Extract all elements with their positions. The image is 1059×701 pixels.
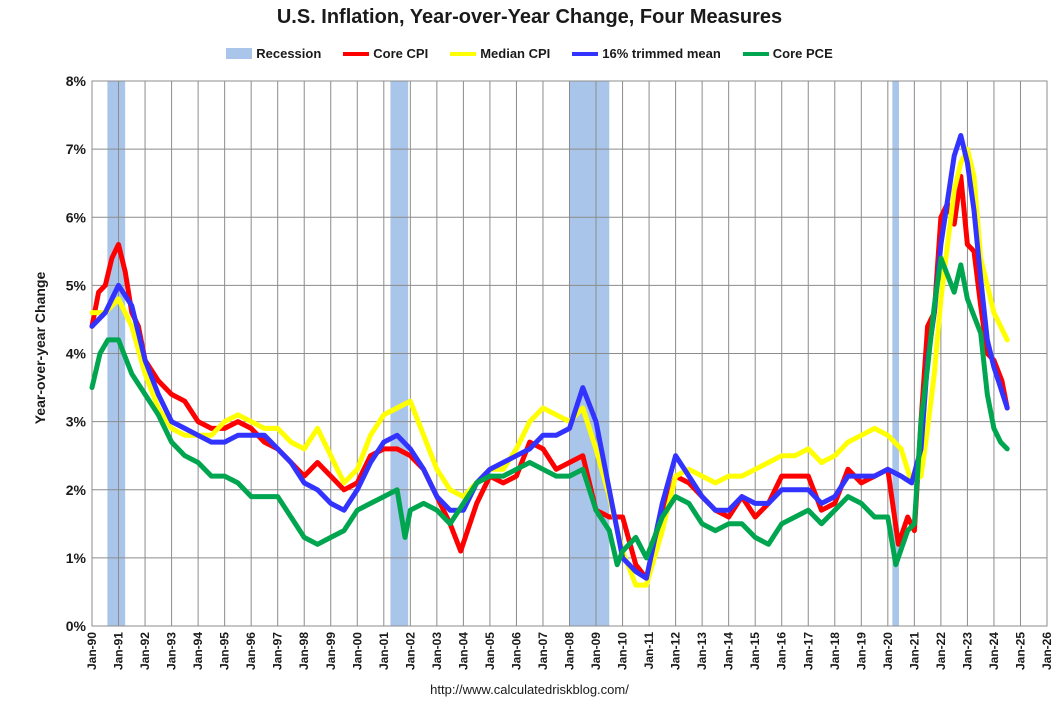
x-tick-label: Jan-15 bbox=[748, 632, 762, 670]
legend-item-trimmed-mean: 16% trimmed mean bbox=[572, 46, 721, 61]
x-tick-label: Jan-03 bbox=[430, 632, 444, 670]
x-tick-label: Jan-19 bbox=[854, 632, 868, 670]
x-tick-label: Jan-98 bbox=[297, 632, 311, 670]
y-tick-label: 1% bbox=[66, 550, 87, 566]
legend-item-core-pce: Core PCE bbox=[742, 46, 833, 61]
x-tick-label: Jan-25 bbox=[1013, 632, 1027, 670]
x-tick-label: Jan-09 bbox=[589, 632, 603, 670]
legend-item-recession: Recession bbox=[226, 46, 321, 61]
x-tick-label: Jan-22 bbox=[934, 632, 948, 670]
legend-item-median-cpi: Median CPI bbox=[450, 46, 550, 61]
x-tick-label: Jan-00 bbox=[350, 632, 364, 670]
chart-legend: Recession Core CPI Median CPI 16% trimme… bbox=[0, 46, 1059, 61]
legend-swatch-core-pce bbox=[742, 51, 769, 56]
plot-frame bbox=[91, 80, 1048, 627]
x-tick-label: Jan-06 bbox=[509, 632, 523, 670]
y-tick-label: 7% bbox=[66, 141, 87, 157]
x-tick-label: Jan-07 bbox=[536, 632, 550, 670]
x-tick-label: Jan-10 bbox=[616, 632, 630, 670]
x-tick-label: Jan-99 bbox=[324, 632, 338, 670]
series-line-core-pce bbox=[89, 255, 1010, 568]
x-tick-label: Jan-92 bbox=[138, 632, 152, 670]
y-tick-label: 0% bbox=[66, 618, 87, 634]
legend-swatch-median-cpi bbox=[450, 51, 477, 56]
legend-label-recession: Recession bbox=[256, 46, 322, 61]
y-tick-label: 5% bbox=[66, 277, 87, 293]
x-tick-label: Jan-01 bbox=[377, 632, 391, 670]
x-tick-label: Jan-93 bbox=[165, 632, 179, 670]
x-tick-label: Jan-24 bbox=[987, 632, 1001, 670]
legend-swatch-core-cpi bbox=[343, 51, 370, 56]
x-tick-label: Jan-26 bbox=[1040, 632, 1054, 670]
legend-label-median-cpi: Median CPI bbox=[480, 46, 551, 61]
x-tick-label: Jan-14 bbox=[722, 632, 736, 670]
source-url: http://www.calculatedriskblog.com/ bbox=[430, 682, 629, 697]
x-tick-label: Jan-18 bbox=[828, 632, 842, 670]
legend-swatch-trimmed-mean bbox=[572, 51, 599, 56]
x-tick-label: Jan-94 bbox=[191, 632, 205, 670]
chart-title: U.S. Inflation, Year-over-Year Change, F… bbox=[276, 6, 783, 28]
series-line-median-cpi bbox=[89, 146, 1010, 588]
x-tick-label: Jan-08 bbox=[563, 632, 577, 670]
x-tick-label: Jan-95 bbox=[218, 632, 232, 670]
x-tick-label: Jan-97 bbox=[271, 632, 285, 670]
x-tick-label: Jan-96 bbox=[244, 632, 258, 670]
y-tick-label: 6% bbox=[66, 209, 87, 225]
legend-label-trimmed-mean: 16% trimmed mean bbox=[602, 46, 721, 61]
legend-label-core-pce: Core PCE bbox=[772, 46, 833, 61]
x-tick-label: Jan-91 bbox=[112, 632, 126, 670]
series-line-core-cpi bbox=[89, 173, 1010, 581]
x-tick-label: Jan-21 bbox=[907, 632, 921, 670]
legend-label-core-cpi: Core CPI bbox=[373, 46, 429, 61]
x-tick-label: Jan-20 bbox=[881, 632, 895, 670]
y-tick-label: 8% bbox=[66, 73, 87, 89]
x-tick-label: Jan-17 bbox=[801, 632, 815, 670]
x-tick-label: Jan-90 bbox=[85, 632, 99, 670]
x-tick-label: Jan-23 bbox=[960, 632, 974, 670]
legend-swatch-recession bbox=[226, 48, 253, 59]
x-tick-label: Jan-11 bbox=[642, 632, 656, 670]
x-tick-label: Jan-12 bbox=[669, 632, 683, 670]
x-tick-label: Jan-02 bbox=[403, 632, 417, 670]
x-tick-label: Jan-04 bbox=[456, 632, 470, 670]
y-tick-label: 4% bbox=[66, 346, 87, 362]
x-tick-label: Jan-05 bbox=[483, 632, 497, 670]
x-tick-label: Jan-13 bbox=[695, 632, 709, 670]
y-tick-label: 3% bbox=[66, 414, 87, 430]
legend-item-core-cpi: Core CPI bbox=[343, 46, 428, 61]
x-tick-label: Jan-16 bbox=[775, 632, 789, 670]
y-tick-label: 2% bbox=[66, 482, 87, 498]
